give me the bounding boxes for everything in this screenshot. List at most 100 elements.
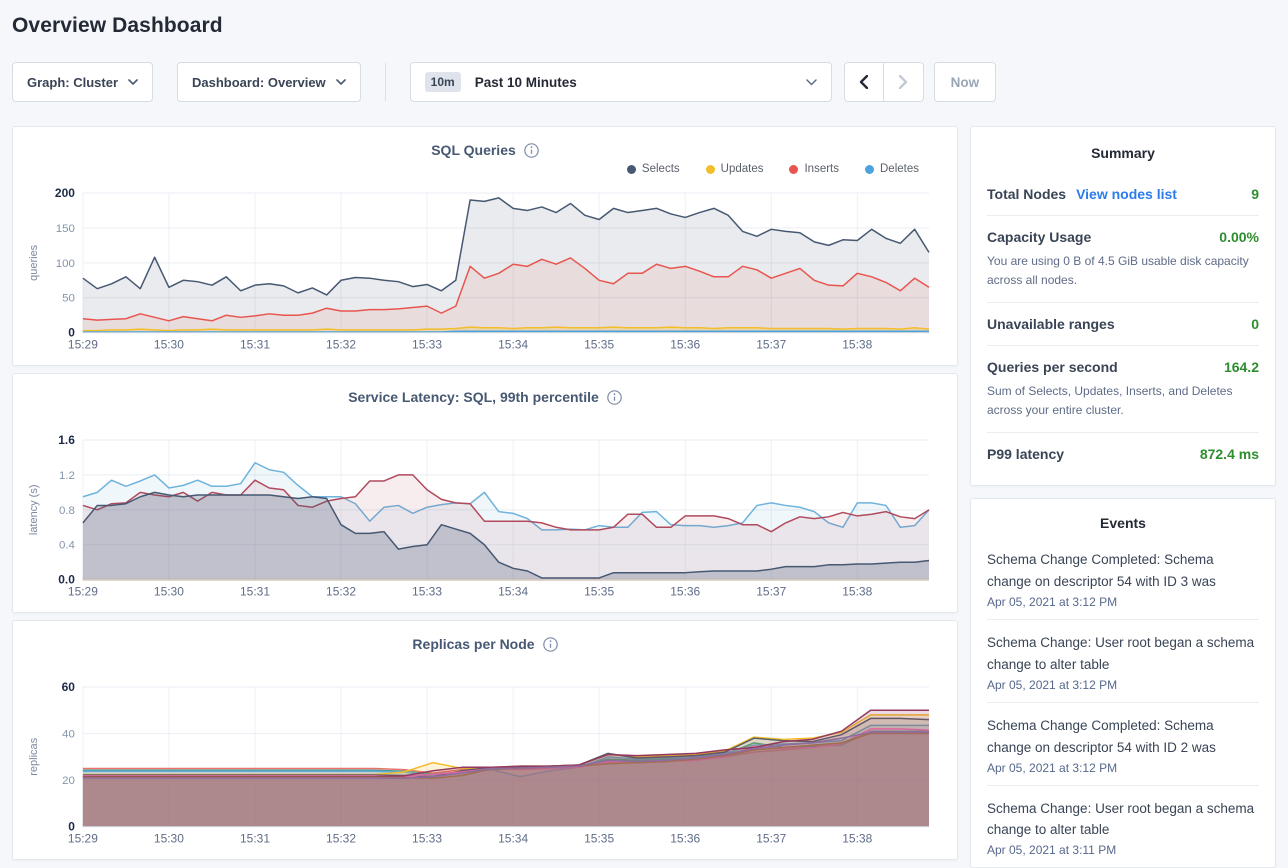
events-list: Schema Change Completed: Schema change o… — [987, 537, 1259, 867]
charts-column: SQL Queries Selects Updates Inserts Deletes… — [12, 126, 958, 860]
chevron-right-icon — [898, 75, 908, 89]
summary-row-note: You are using 0 B of 4.5 GiB usable disk… — [987, 254, 1249, 287]
summary-row-value: 0 — [1251, 316, 1259, 333]
legend-dot-icon — [705, 164, 715, 174]
svg-text:15:38: 15:38 — [842, 585, 872, 599]
svg-text:40: 40 — [62, 729, 75, 741]
event-item: Schema Change Completed: Schema change o… — [987, 703, 1259, 786]
chart-panel-replicas-per-node: Replicas per Node 15:29 15:30 15:31 15:32 15… — [12, 620, 958, 860]
svg-text:15:30: 15:30 — [154, 585, 184, 599]
chevron-down-icon — [128, 79, 138, 85]
svg-text:200: 200 — [55, 187, 75, 200]
svg-text:15:29: 15:29 — [68, 832, 98, 846]
chart-panel-sql-queries: SQL Queries Selects Updates Inserts Deletes… — [12, 126, 958, 366]
legend-item-deletes[interactable]: Deletes — [865, 163, 919, 175]
svg-text:15:37: 15:37 — [756, 832, 786, 846]
svg-text:15:31: 15:31 — [240, 585, 270, 599]
sql-queries-chart[interactable]: 15:29 15:30 15:31 15:32 15:33 15:34 15:35 15:36… — [25, 186, 945, 360]
summary-row-label: Total Nodes — [987, 186, 1067, 202]
legend-label: Deletes — [880, 163, 919, 175]
svg-text:15:29: 15:29 — [68, 338, 98, 352]
svg-text:1.6: 1.6 — [58, 434, 75, 447]
svg-text:latency (s): latency (s) — [28, 485, 40, 536]
info-icon[interactable] — [606, 389, 622, 405]
legend-label: Selects — [641, 163, 680, 175]
dashboard-dropdown[interactable]: Dashboard: Overview — [177, 62, 361, 102]
event-timestamp: Apr 05, 2021 at 3:12 PM — [987, 595, 1118, 610]
summary-title: Summary — [1091, 145, 1155, 161]
svg-text:15:36: 15:36 — [670, 585, 700, 599]
svg-text:15:34: 15:34 — [498, 832, 528, 846]
summary-row-label: P99 latency — [987, 446, 1065, 463]
now-button[interactable]: Now — [933, 62, 997, 102]
event-item: Schema Change Completed: Schema change o… — [987, 537, 1259, 621]
legend-item-updates[interactable]: Updates — [705, 163, 764, 175]
events-panel: Events Schema Change Completed: Schema c… — [970, 498, 1276, 868]
summary-row-value: 9 — [1251, 186, 1259, 202]
legend-item-inserts[interactable]: Inserts — [789, 163, 839, 175]
chart-title: SQL Queries — [431, 142, 516, 158]
summary-row-value: 872.4 ms — [1199, 446, 1259, 463]
event-message: Schema Change Completed: Schema change o… — [987, 552, 1216, 590]
svg-text:15:38: 15:38 — [842, 338, 872, 352]
dashboard-dropdown-label: Dashboard: Overview — [192, 74, 326, 90]
view-nodes-list-link[interactable]: View nodes list — [1076, 186, 1177, 202]
graph-dropdown[interactable]: Graph: Cluster — [12, 62, 154, 102]
events-title: Events — [1100, 515, 1146, 532]
summary-row-label: Queries per second — [987, 359, 1118, 376]
summary-row-value: 164.2 — [1223, 359, 1259, 376]
summary-row-label: Capacity Usage — [987, 229, 1092, 245]
legend-dot-icon — [789, 164, 799, 174]
svg-text:15:35: 15:35 — [584, 585, 614, 599]
event-message: Schema Change Completed: Schema change o… — [987, 717, 1216, 755]
svg-text:15:35: 15:35 — [584, 338, 614, 352]
legend-dot-icon — [865, 164, 874, 174]
summary-row-note: Sum of Selects, Updates, Inserts, and De… — [987, 384, 1233, 417]
info-icon[interactable] — [542, 636, 558, 652]
summary-row: Capacity Usage 0.00% You are using 0 B of … — [987, 216, 1259, 304]
svg-text:15:32: 15:32 — [326, 832, 356, 846]
summary-row-value: 0.00% — [1219, 229, 1259, 245]
svg-text:0: 0 — [68, 326, 75, 340]
svg-text:15:33: 15:33 — [412, 585, 442, 599]
svg-text:15:35: 15:35 — [584, 832, 614, 846]
event-item: Schema Change: User root began a schema … — [987, 786, 1259, 868]
svg-text:15:32: 15:32 — [326, 338, 356, 352]
toolbar-divider — [384, 63, 386, 101]
legend-item-selects[interactable]: Selects — [626, 163, 680, 175]
legend-label: Updates — [720, 163, 764, 175]
svg-text:150: 150 — [56, 223, 75, 235]
chevron-left-icon — [859, 75, 869, 89]
time-range-picker[interactable]: 10m Past 10 Minutes — [409, 62, 832, 102]
legend-dot-icon — [626, 164, 636, 174]
chevron-down-icon — [335, 79, 346, 85]
svg-text:15:38: 15:38 — [842, 832, 872, 846]
replicas-per-node-chart[interactable]: 15:29 15:30 15:31 15:32 15:33 15:34 15:35 15:36… — [25, 680, 945, 854]
summary-rows: Total Nodes View nodes list 9 Capacity Usag… — [987, 173, 1259, 475]
svg-text:15:37: 15:37 — [756, 338, 786, 352]
event-item: Schema Change: User root began a schema … — [987, 620, 1259, 703]
summary-row: Queries per second 164.2 Sum of Selects, U… — [987, 346, 1259, 434]
chart-legend — [25, 653, 945, 673]
time-range-label: Past 10 Minutes — [474, 74, 577, 90]
summary-row-label: Unavailable ranges — [987, 316, 1115, 333]
info-icon[interactable] — [523, 142, 539, 158]
svg-text:15:36: 15:36 — [670, 338, 700, 352]
chart-legend — [25, 406, 945, 426]
svg-text:20: 20 — [62, 775, 75, 787]
svg-text:15:36: 15:36 — [670, 832, 700, 846]
svg-text:replicas: replicas — [28, 737, 40, 775]
time-forward-button[interactable] — [883, 62, 924, 102]
graph-dropdown-label: Graph: Cluster — [27, 74, 119, 90]
svg-text:60: 60 — [62, 681, 76, 694]
service-latency-chart[interactable]: 15:29 15:30 15:31 15:32 15:33 15:34 15:35 15:36… — [25, 433, 945, 607]
svg-text:15:37: 15:37 — [756, 585, 786, 599]
svg-text:15:33: 15:33 — [412, 338, 442, 352]
svg-text:15:32: 15:32 — [326, 585, 356, 599]
svg-text:15:30: 15:30 — [154, 832, 184, 846]
svg-text:0: 0 — [68, 820, 75, 834]
summary-panel: Summary Total Nodes View nodes list 9 Capac… — [970, 126, 1276, 487]
time-back-button[interactable] — [843, 62, 884, 102]
dashboard-toolbar: Graph: Cluster Dashboard: Overview 10m P… — [12, 62, 1276, 102]
